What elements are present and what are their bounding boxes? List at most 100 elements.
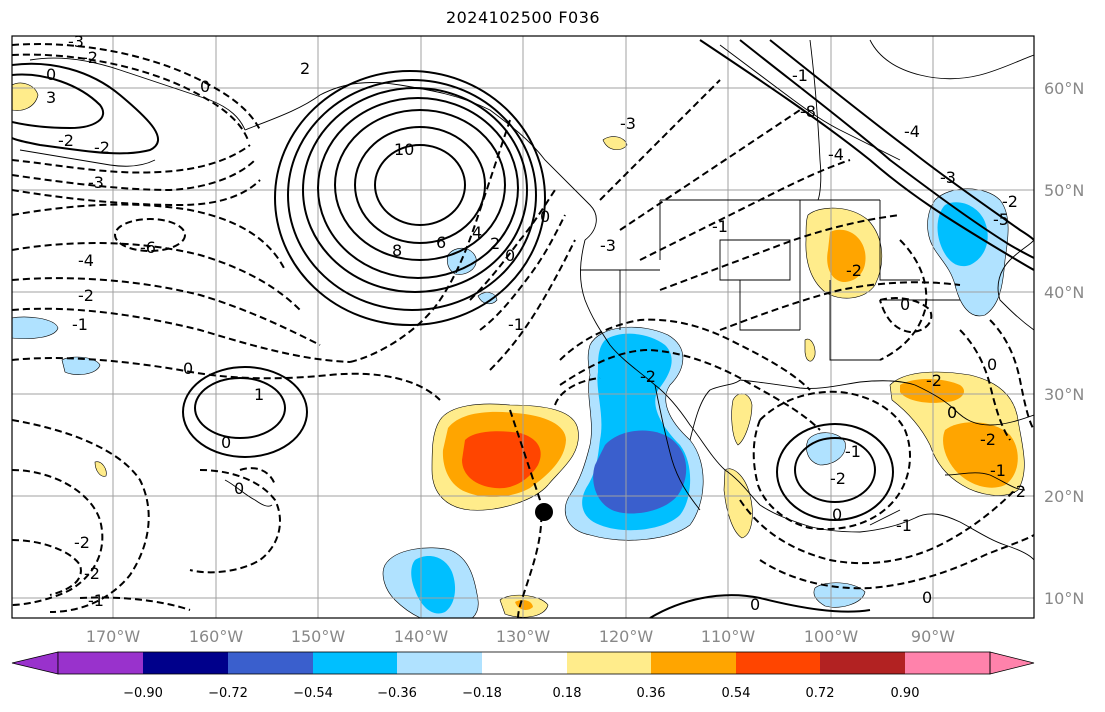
colorbar-segment <box>651 652 736 674</box>
contour-label: -3 <box>940 168 956 187</box>
lat-label: 10°N <box>1044 589 1084 608</box>
contour-label: 0 <box>832 505 842 524</box>
contour-label: 2 <box>490 234 500 253</box>
colorbar-segment <box>905 652 990 674</box>
colorbar-segment <box>736 652 820 674</box>
shaded-anomalies <box>12 82 1025 618</box>
contour-label: -1 <box>845 442 861 461</box>
contours-solid <box>12 39 1034 618</box>
longitude-labels: 170°W 160°W 150°W 140°W 130°W 120°W 110°… <box>86 627 955 646</box>
contour-label: 3 <box>46 88 56 107</box>
contour-label: 0 <box>987 355 997 374</box>
colorbar-segment <box>228 652 313 674</box>
contour-label: 0 <box>183 359 193 378</box>
contour-label: 0 <box>234 479 244 498</box>
contours-dashed <box>12 43 1034 618</box>
colorbar-tick: −0.36 <box>377 686 417 701</box>
contour-label: -2 <box>1002 192 1018 211</box>
contour-label: -2 <box>58 131 74 150</box>
colorbar-tick: 0.36 <box>637 686 666 701</box>
colorbar-tick: 0.72 <box>806 686 835 701</box>
latitude-labels: 60°N 50°N 40°N 30°N 20°N 10°N <box>1044 79 1084 608</box>
contour-label: -2 <box>1010 482 1026 501</box>
contour-label: -5 <box>993 210 1009 229</box>
contour-label: -2 <box>640 367 656 386</box>
contour-label: -2 <box>980 430 996 449</box>
colorbar-extend-high <box>989 651 1035 675</box>
colorbar-segment <box>397 652 482 674</box>
contour-label: -2 <box>830 469 846 488</box>
contour-label: -4 <box>828 145 844 164</box>
lon-label: 130°W <box>496 627 551 646</box>
contour-label: 0 <box>46 65 56 84</box>
contour-label: -3 <box>620 114 636 133</box>
contour-label: 0 <box>540 207 550 226</box>
contour-label: 0 <box>900 295 910 314</box>
contour-label: 2 <box>300 59 310 78</box>
contour-label: 0 <box>922 588 932 607</box>
contour-label: -1 <box>712 217 728 236</box>
lon-label: 170°W <box>86 627 141 646</box>
contour-label: -4 <box>904 122 920 141</box>
colorbar-segment <box>567 652 651 674</box>
colorbar-segment <box>820 652 905 674</box>
contour-label: 0 <box>750 595 760 614</box>
contour-label: -2 <box>926 371 942 390</box>
contour-label: -2 <box>846 261 862 280</box>
lon-label: 140°W <box>394 627 449 646</box>
contour-label: -1 <box>88 591 104 610</box>
contour-label: -2 <box>94 138 110 157</box>
colorbar: −0.90 −0.72 −0.54 −0.36 −0.18 0.18 0.36 … <box>11 651 1035 701</box>
lat-label: 40°N <box>1044 283 1084 302</box>
contour-label: -8 <box>800 102 816 121</box>
contour-label: 4 <box>472 223 482 242</box>
contour-label: 0 <box>200 77 210 96</box>
colorbar-tick: −0.72 <box>208 686 248 701</box>
graticule <box>12 36 1034 618</box>
contour-label: -2 <box>84 564 100 583</box>
contour-label: -2 <box>74 533 90 552</box>
coastlines <box>19 39 1034 561</box>
lon-label: 100°W <box>804 627 859 646</box>
contour-label: -1 <box>72 315 88 334</box>
contour-label: -1 <box>508 315 524 334</box>
contour-label: 6 <box>436 233 446 252</box>
contour-labels: -3 -2 0 3 -2 -2 -3 2 0 10 8 6 4 2 0 -6 -… <box>46 32 1026 614</box>
contour-label: -2 <box>78 286 94 305</box>
contour-label: -3 <box>600 236 616 255</box>
colorbar-segment <box>143 652 228 674</box>
colorbar-tick: −0.18 <box>462 686 502 701</box>
contour-label: -6 <box>140 238 156 257</box>
colorbar-segment <box>313 652 397 674</box>
colorbar-tick: −0.54 <box>293 686 333 701</box>
contour-label: -1 <box>792 66 808 85</box>
colorbar-tick: 0.54 <box>722 686 751 701</box>
contour-label: 10 <box>394 140 414 159</box>
lon-label: 150°W <box>291 627 346 646</box>
contour-label: -1 <box>896 516 912 535</box>
contour-label: -2 <box>82 48 98 67</box>
contour-label: 8 <box>392 241 402 260</box>
contour-label: 1 <box>254 385 264 404</box>
map-frame <box>11 35 1035 619</box>
contour-label: 0 <box>947 403 957 422</box>
colorbar-tick: 0.90 <box>891 686 920 701</box>
contour-label: -4 <box>78 251 94 270</box>
lon-label: 90°W <box>911 627 955 646</box>
colorbar-extend-low <box>11 651 59 675</box>
contour-label: 0 <box>221 433 231 452</box>
contour-label: -1 <box>990 461 1006 480</box>
colorbar-tick: 0.18 <box>553 686 582 701</box>
colorbar-tick: −0.90 <box>123 686 163 701</box>
contour-label: 0 <box>505 246 515 265</box>
contour-label: -3 <box>88 173 104 192</box>
lat-label: 50°N <box>1044 181 1084 200</box>
lon-label: 160°W <box>189 627 244 646</box>
location-marker-dot <box>535 503 553 521</box>
lat-label: 30°N <box>1044 385 1084 404</box>
lon-label: 110°W <box>701 627 756 646</box>
lat-label: 20°N <box>1044 487 1084 506</box>
lat-label: 60°N <box>1044 79 1084 98</box>
colorbar-segment <box>482 652 567 674</box>
